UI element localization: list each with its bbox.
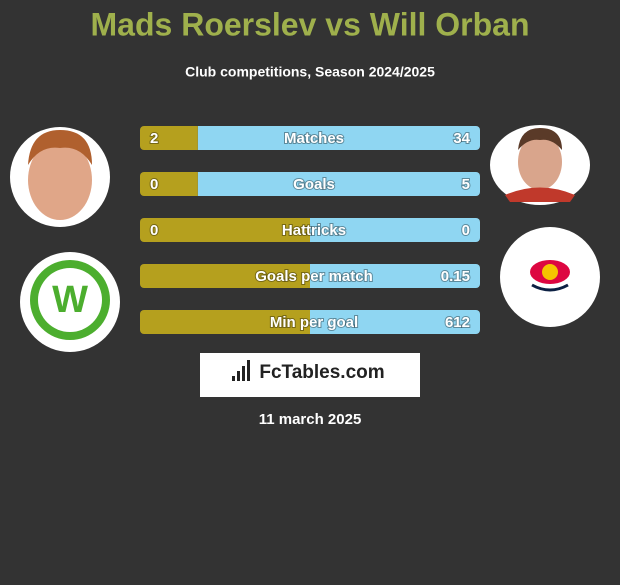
date: 11 march 2025 <box>259 411 362 428</box>
right-value: 612 <box>445 314 470 331</box>
bar-left <box>140 218 310 242</box>
stats-rows: Matches 2 34 Goals 0 5 Hattricks 0 0 Goals per ma… <box>140 126 480 334</box>
bar-left <box>140 172 198 196</box>
player-right-photo <box>490 125 590 205</box>
bar-right <box>197 126 480 150</box>
bar-right <box>310 218 480 242</box>
stat-label: Matches <box>284 130 344 147</box>
bar-left <box>140 126 198 150</box>
bar-left <box>140 264 310 288</box>
left-value: 0 <box>150 222 158 239</box>
logo-box: FcTables.com <box>200 353 420 397</box>
bar-right <box>310 264 480 288</box>
right-value: 34 <box>453 130 470 147</box>
right-value: 0.15 <box>441 268 470 285</box>
bar-left <box>140 310 310 334</box>
left-value: 0 <box>150 176 158 193</box>
subtitle: Club competitions, Season 2024/2025 <box>185 64 435 80</box>
left-value: 2 <box>150 130 158 147</box>
logo-text: FcTables.com <box>259 362 384 383</box>
stat-label: Min per goal <box>270 314 358 331</box>
title: Mads Roerslev vs Will Orban <box>91 6 530 42</box>
stat-label: Goals per match <box>255 268 373 285</box>
club-right-logo <box>500 227 600 327</box>
player-left-photo <box>10 127 110 227</box>
bar-right <box>197 172 480 196</box>
right-value: 5 <box>462 176 470 193</box>
right-value: 0 <box>462 222 470 239</box>
svg-text:W: W <box>52 279 88 321</box>
bar-right <box>310 310 480 334</box>
club-left-logo: W <box>20 252 120 352</box>
stat-label: Hattricks <box>282 222 346 239</box>
stat-label: Goals <box>293 176 335 193</box>
